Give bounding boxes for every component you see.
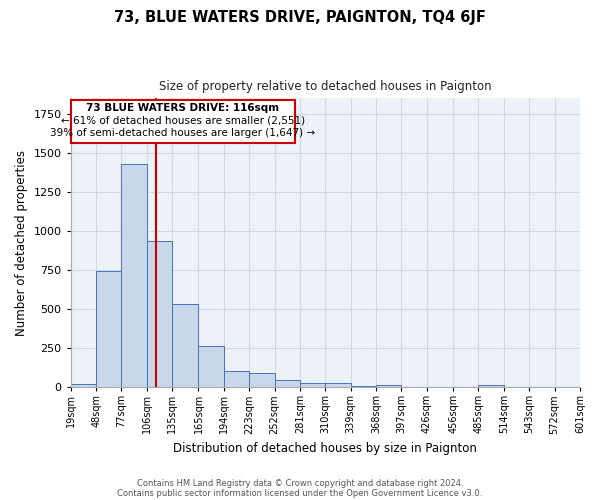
Bar bbox=[224, 371, 249, 387]
Text: Contains HM Land Registry data © Crown copyright and database right 2024.: Contains HM Land Registry data © Crown c… bbox=[137, 478, 463, 488]
Text: 73 BLUE WATERS DRIVE: 116sqm: 73 BLUE WATERS DRIVE: 116sqm bbox=[86, 102, 279, 113]
Bar bbox=[376, 385, 401, 387]
Bar bbox=[275, 380, 300, 387]
Bar bbox=[351, 386, 376, 387]
Text: ← 61% of detached houses are smaller (2,551): ← 61% of detached houses are smaller (2,… bbox=[61, 115, 305, 125]
Text: 39% of semi-detached houses are larger (1,647) →: 39% of semi-detached houses are larger (… bbox=[50, 128, 315, 138]
Bar bbox=[96, 271, 121, 387]
Bar bbox=[71, 384, 96, 387]
FancyBboxPatch shape bbox=[71, 100, 295, 143]
Text: 73, BLUE WATERS DRIVE, PAIGNTON, TQ4 6JF: 73, BLUE WATERS DRIVE, PAIGNTON, TQ4 6JF bbox=[114, 10, 486, 25]
X-axis label: Distribution of detached houses by size in Paignton: Distribution of detached houses by size … bbox=[173, 442, 477, 455]
Bar bbox=[325, 384, 351, 387]
Bar bbox=[121, 164, 147, 387]
Text: Contains public sector information licensed under the Open Government Licence v3: Contains public sector information licen… bbox=[118, 488, 482, 498]
Bar bbox=[147, 241, 172, 387]
Bar bbox=[300, 383, 325, 387]
Bar bbox=[249, 374, 275, 387]
Bar bbox=[478, 385, 504, 387]
Bar bbox=[172, 304, 197, 387]
Bar bbox=[199, 346, 224, 387]
Title: Size of property relative to detached houses in Paignton: Size of property relative to detached ho… bbox=[159, 80, 491, 93]
Y-axis label: Number of detached properties: Number of detached properties bbox=[15, 150, 28, 336]
